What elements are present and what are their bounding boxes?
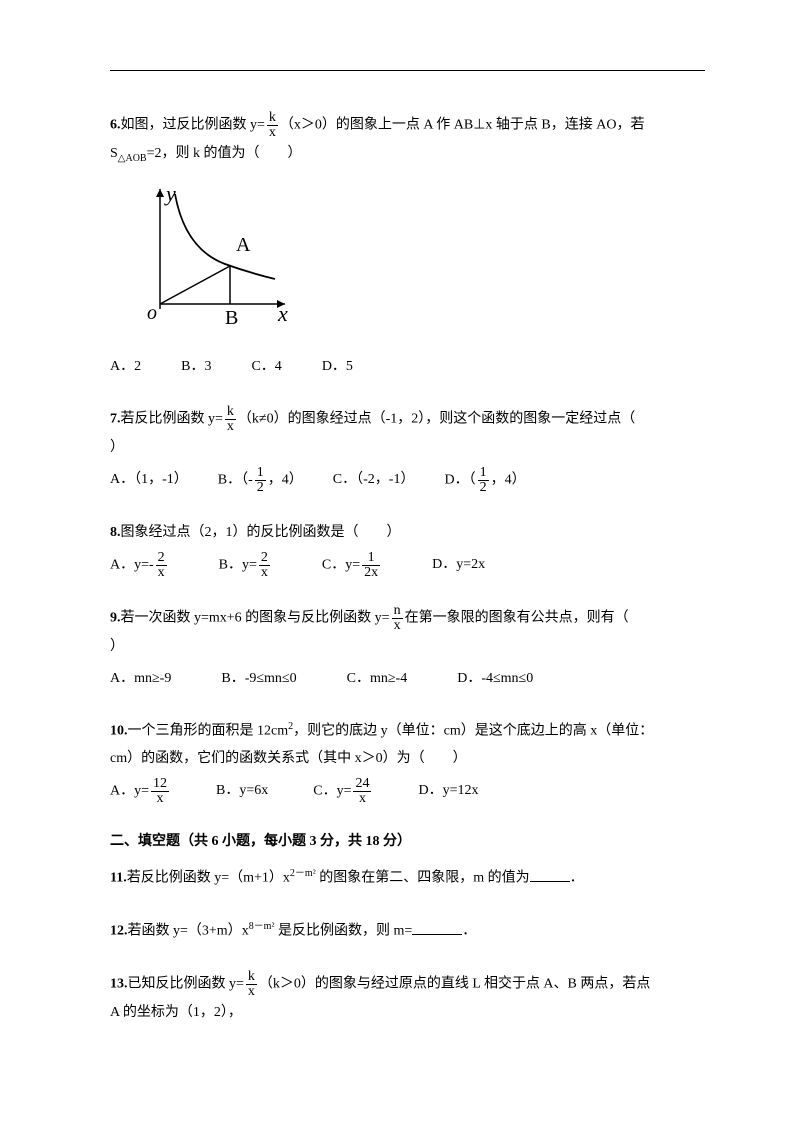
q6-options: A．2 B．3 C．4 D．5: [110, 353, 705, 381]
svg-text:o: o: [147, 302, 157, 324]
q11-text-b: 的图象在第二、四象限，m 的值为: [316, 871, 530, 886]
q7-opt-b: B．（-12，4）: [218, 466, 303, 495]
q9-opt-c: C．mn≥-4: [347, 665, 408, 693]
q11-number: 11.: [110, 871, 127, 886]
q6-opt-a: A．2: [110, 353, 141, 381]
q6-text-d: =2，则 k 的值为（ ）: [147, 146, 302, 161]
question-6: 6.如图，过反比例函数 y=kx（x＞0）的图象上一点 A 作 AB⊥x 轴于点…: [110, 111, 705, 381]
q7-text-b: （k≠0）的图象经过点（-1，2），则这个函数的图象一定经过点（: [238, 412, 635, 427]
q7-opt-d: D．（12，4）: [444, 466, 525, 495]
q12-blank: [412, 920, 462, 935]
svg-text:x: x: [277, 301, 288, 326]
q13-text-c: A 的坐标为（1，2），: [110, 1005, 242, 1020]
q9-options: A．mn≥-9 B．-9≤mn≤0 C．mn≥-4 D．-4≤mn≤0: [110, 665, 705, 693]
svg-text:A: A: [236, 234, 251, 256]
q10-number: 10.: [110, 723, 128, 738]
question-12: 12.若函数 y=（3+m）x8－m² 是反比例函数，则 m= ．: [110, 917, 705, 946]
q11-text-c: ．: [570, 871, 584, 886]
q9-fraction: nx: [392, 604, 403, 633]
q6-opt-d: D．5: [322, 353, 353, 381]
q9-text-c: ）: [110, 639, 124, 654]
q8-options: A．y=-2x B．y=2x C．y=12x D．y=2x: [110, 551, 705, 580]
q6-number: 6.: [110, 118, 121, 133]
q9-opt-a: A．mn≥-9: [110, 665, 171, 693]
q10-options: A．y=12x B．y=6x C．y=24x D．y=12x: [110, 777, 705, 806]
q10-text-b: ，则它的底边 y（单位：cm）是这个底边上的高 x（单位：: [293, 723, 653, 738]
question-9: 9.若一次函数 y=mx+6 的图象与反比例函数 y=nx在第一象限的图象有公共…: [110, 604, 705, 693]
q8-opt-d: D．y=2x: [432, 551, 485, 580]
q7-opt-a: A．（1，-1）: [110, 466, 188, 495]
q9-opt-d: D．-4≤mn≤0: [457, 665, 533, 693]
q13-fraction: kx: [246, 970, 257, 999]
q9-number: 9.: [110, 611, 121, 626]
q9-text-a: 若一次函数 y=mx+6 的图象与反比例函数 y=: [121, 611, 390, 626]
q7-text-c: ）: [110, 440, 124, 455]
exam-page: 6.如图，过反比例函数 y=kx（x＞0）的图象上一点 A 作 AB⊥x 轴于点…: [0, 0, 800, 1111]
q6-text-c: S: [110, 146, 118, 161]
question-7: 7.若反比例函数 y=kx（k≠0）的图象经过点（-1，2），则这个函数的图象一…: [110, 405, 705, 495]
q6-text-b: （x＞0）的图象上一点 A 作 AB⊥x 轴于点 B，连接 AO，若: [280, 118, 645, 133]
q7-fraction: kx: [225, 405, 236, 434]
q6-text-a: 如图，过反比例函数 y=: [121, 118, 265, 133]
q8-opt-a: A．y=-2x: [110, 551, 169, 580]
q6-opt-c: C．4: [251, 353, 281, 381]
q10-text-a: 一个三角形的面积是 12cm: [128, 723, 289, 738]
q10-opt-a: A．y=12x: [110, 777, 171, 806]
q6-graph: y x o A B: [130, 179, 705, 345]
question-11: 11.若反比例函数 y=（m+1）x2－m² 的图象在第二、四象限，m 的值为 ．: [110, 864, 705, 893]
q7-number: 7.: [110, 412, 121, 427]
section-2-heading: 二、填空题（共 6 小题，每小题 3 分，共 18 分）: [110, 830, 705, 850]
q6-opt-b: B．3: [181, 353, 211, 381]
svg-text:B: B: [225, 307, 238, 329]
question-13: 13.已知反比例函数 y=kx（k＞0）的图象与经过原点的直线 L 相交于点 A…: [110, 970, 705, 1027]
q12-exp: 8－m²: [249, 921, 275, 932]
q6-sub: △AOB: [118, 153, 147, 164]
svg-text:y: y: [164, 181, 176, 206]
q11-text-a: 若反比例函数 y=（m+1）: [127, 871, 283, 886]
q13-text-b: （k＞0）的图象与经过原点的直线 L 相交于点 A、B 两点，若点: [259, 976, 650, 991]
q12-text-a: 若函数 y=（3+m）: [128, 924, 242, 939]
q9-text-b: 在第一象限的图象有公共点，则有（: [405, 611, 629, 626]
q11-blank: [530, 867, 570, 882]
q12-base: x: [242, 924, 249, 939]
top-rule: [110, 70, 705, 71]
q7-options: A．（1，-1） B．（-12，4） C．（-2，-1） D．（12，4）: [110, 466, 705, 495]
q6-fraction: kx: [267, 111, 278, 140]
q10-opt-b: B．y=6x: [216, 777, 268, 806]
q10-opt-c: C．y=24x: [313, 777, 373, 806]
q8-number: 8.: [110, 525, 121, 540]
q10-opt-d: D．y=12x: [418, 777, 478, 806]
q12-number: 12.: [110, 924, 128, 939]
q8-opt-c: C．y=12x: [322, 551, 382, 580]
q7-opt-c: C．（-2，-1）: [333, 466, 415, 495]
q11-base: x: [283, 871, 290, 886]
question-10: 10.一个三角形的面积是 12cm2，则它的底边 y（单位：cm）是这个底边上的…: [110, 717, 705, 807]
q8-text: 图象经过点（2，1）的反比例函数是（ ）: [121, 525, 401, 540]
q11-exp: 2－m²: [290, 868, 316, 879]
q13-number: 13.: [110, 976, 128, 991]
q7-text-a: 若反比例函数 y=: [121, 412, 223, 427]
q12-text-b: 是反比例函数，则 m=: [274, 924, 412, 939]
q13-text-a: 已知反比例函数 y=: [128, 976, 244, 991]
q8-opt-b: B．y=2x: [219, 551, 272, 580]
q10-text-c: cm）的函数，它们的函数关系式（其中 x＞0）为（ ）: [110, 751, 467, 766]
question-8: 8.图象经过点（2，1）的反比例函数是（ ） A．y=-2x B．y=2x C．…: [110, 519, 705, 580]
q12-text-c: ．: [462, 924, 476, 939]
q9-opt-b: B．-9≤mn≤0: [221, 665, 296, 693]
